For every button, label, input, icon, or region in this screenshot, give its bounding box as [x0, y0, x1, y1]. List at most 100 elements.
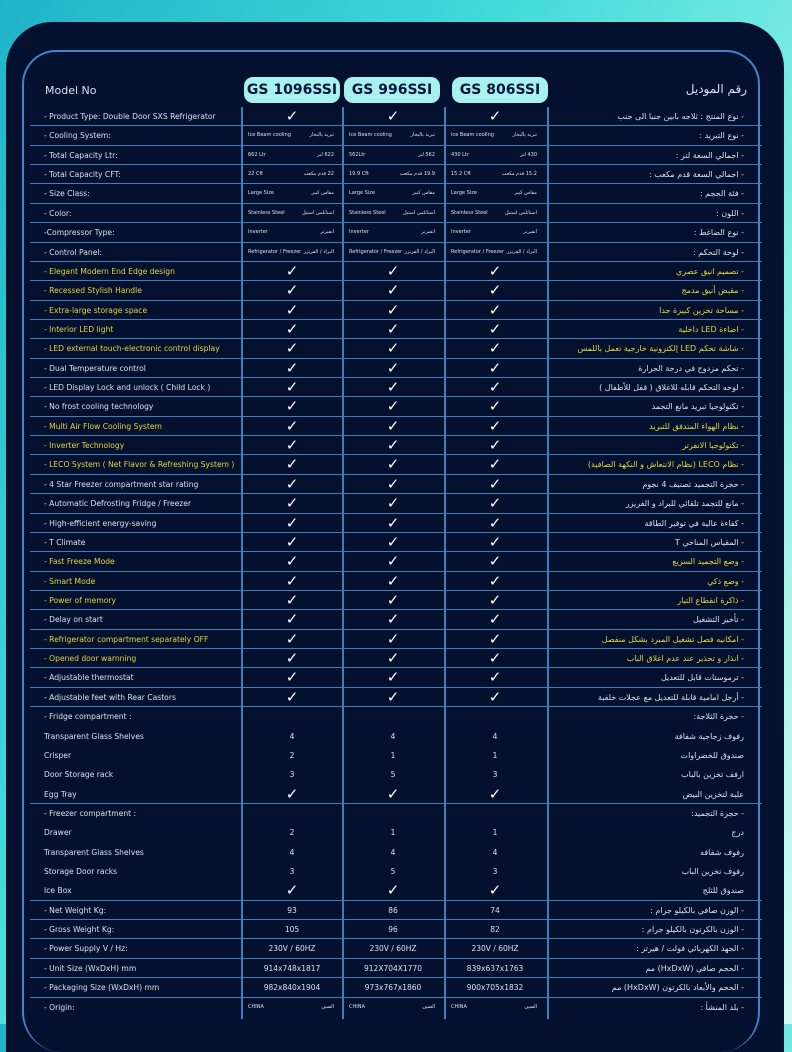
spec-cell-model-2: ✓ [343, 785, 443, 804]
panel-border [22, 50, 760, 1052]
spec-cell-model-3: ✓ [445, 320, 545, 339]
model-no-label-ar: رقم الموديل [685, 82, 747, 96]
check-icon: ✓ [488, 416, 502, 435]
check-icon: ✓ [285, 319, 299, 338]
spec-row: Transparent Glass Shelves 4 4 4 رفوف زجاجية … [30, 727, 762, 746]
spec-value-en: 662 Ltr [248, 151, 266, 158]
check-icon: ✓ [386, 784, 400, 803]
spec-value-ar: البراد / الفريزر [404, 248, 435, 255]
spec-cell-model-2: ✓ [343, 610, 443, 629]
spec-label-en: - T Climate [44, 537, 86, 547]
spec-value-en: CHINA [451, 1003, 467, 1010]
spec-value-en: 15.2 Cft [451, 171, 471, 178]
spec-row: Egg Tray ✓ ✓ ✓ علبة لتخزين البيض [30, 785, 762, 804]
spec-value: 1 [492, 750, 498, 760]
spec-row: - Gross Weight Kg: 105 96 82 - الوزن بالكرتو… [30, 920, 762, 940]
spec-label-en: - Interior LED light [44, 324, 114, 334]
spec-row: - Product Type: Double Door SXS Refriger… [30, 107, 762, 127]
spec-value-ar: الصين [524, 1003, 537, 1010]
check-icon: ✓ [285, 339, 299, 358]
spec-cell-model-1: ✓ [242, 475, 342, 494]
spec-row: Ice Box ✓ ✓ ✓ صندوق للثلج [30, 881, 762, 901]
spec-label-ar: - ترموستات قابل للتعديل [660, 673, 744, 683]
spec-value: 5 [390, 867, 396, 877]
check-icon: ✓ [386, 494, 400, 513]
spec-cell-model-2: 19.9 Cft 19.9 قدم مكعب [343, 165, 443, 184]
spec-row: - Total Capacity Ltr: 662 Ltr 622 لتر 562Lt… [30, 146, 762, 166]
spec-label-ar: - أرجل امامية قابلة للتعديل مع عجلات خلف… [597, 692, 744, 702]
check-icon: ✓ [386, 571, 400, 590]
check-icon: ✓ [285, 416, 299, 435]
check-icon: ✓ [488, 107, 502, 125]
spec-label-en: Egg Tray [44, 789, 77, 799]
check-icon: ✓ [285, 397, 299, 416]
spec-value: 74 [490, 905, 500, 915]
spec-label-en: Drawer [44, 828, 72, 838]
spec-label-en: - Automatic Defrosting Fridge / Freezer [44, 499, 192, 509]
check-icon: ✓ [386, 378, 400, 397]
spec-cell-model-1: ✓ [242, 572, 342, 591]
spec-cell-model-3: 430 Ltr 430 لتر [445, 146, 545, 165]
spec-label-en: - Inverter Technology [44, 441, 125, 451]
check-icon: ✓ [386, 319, 400, 338]
check-icon: ✓ [488, 300, 502, 319]
spec-row: - Packaging Size (WxDxH) mm 982x840x1904 9… [30, 978, 762, 998]
check-icon: ✓ [488, 319, 502, 338]
spec-label-en: - Delay on start [44, 615, 103, 625]
spec-value: 4 [492, 731, 498, 741]
check-icon: ✓ [488, 378, 502, 397]
spec-cell-model-3: ✓ [445, 552, 545, 571]
spec-label-ar: - الوزن بالكرتون بالكيلو جرام : [641, 925, 744, 935]
spec-row: - Unit Size (WxDxH) mm 914x748x1817 912X70… [30, 959, 762, 979]
spec-cell-model-3: ✓ [445, 881, 545, 900]
check-icon: ✓ [488, 436, 502, 455]
spec-label-ar: - ذاكرة انقطاع التيار [677, 595, 744, 605]
spec-label-ar: - حجرة الثلاجة: [693, 712, 744, 722]
spec-cell-model-2: 4 [343, 727, 443, 746]
model-no-label: Model No [45, 84, 97, 97]
spec-row: - Freezer compartment : - حجرة التجميد: [30, 804, 762, 823]
spec-cell-model-2: Large Size مقاس كبير [343, 184, 443, 203]
spec-value: 1 [492, 828, 498, 838]
spec-label-en: Ice Box [44, 886, 72, 896]
check-icon: ✓ [285, 261, 299, 280]
spec-value: 5 [390, 770, 396, 780]
spec-value: 3 [289, 867, 295, 877]
spec-label-en: - Smart Mode [44, 576, 96, 586]
spec-row: Door Storage rack 3 5 3 ارفف تخزين بالباب [30, 765, 762, 784]
spec-label-ar: - تأخير التشغيل [693, 615, 744, 625]
spec-cell-model-3 [445, 804, 545, 823]
check-icon: ✓ [285, 358, 299, 377]
spec-cell-model-1: ✓ [242, 649, 342, 668]
check-icon: ✓ [386, 513, 400, 532]
spec-cell-model-1: 4 [242, 727, 342, 746]
spec-value-ar: 19.9 قدم مكعب [399, 171, 435, 178]
spec-value: 4 [390, 731, 396, 741]
check-icon: ✓ [386, 281, 400, 300]
spec-row: Crisper 2 1 1 صندوق للخضراوات [30, 746, 762, 765]
spec-cell-model-1: 22 Cft 22 قدم مكعب [242, 165, 342, 184]
check-icon: ✓ [488, 610, 502, 629]
spec-cell-model-3: CHINA الصين [445, 998, 545, 1017]
spec-cell-model-2: Refrigerator / Freezer البراد / الفريزر [343, 243, 443, 262]
spec-cell-model-1: ✓ [242, 494, 342, 513]
check-icon: ✓ [488, 649, 502, 668]
spec-cell-model-2: ✓ [343, 455, 443, 474]
spec-table: - Product Type: Double Door SXS Refriger… [30, 107, 762, 1017]
spec-value-en: CHINA [248, 1003, 264, 1010]
check-icon: ✓ [488, 629, 502, 648]
check-icon: ✓ [285, 881, 299, 900]
spec-cell-model-3: ✓ [445, 455, 545, 474]
spec-label-en: - High-efficient energy-saving [44, 518, 157, 528]
check-icon: ✓ [285, 610, 299, 629]
spec-value-en: Stainless Steel [349, 209, 386, 216]
spec-cell-model-2: ✓ [343, 339, 443, 358]
check-icon: ✓ [386, 649, 400, 668]
spec-cell-model-3: 230V / 60HZ [445, 939, 545, 958]
spec-row: -Compressor Type: Inverter انفيرتر Inverter… [30, 223, 762, 243]
spec-value: 3 [492, 770, 498, 780]
spec-row: - T Climate ✓ ✓ ✓ - المقياس المناخي T [30, 533, 762, 553]
spec-row: - Opened door warnning ✓ ✓ ✓ - انذار و تحذير… [30, 649, 762, 669]
spec-cell-model-2: ✓ [343, 649, 443, 668]
spec-value-en: 430 Ltr [451, 151, 469, 158]
